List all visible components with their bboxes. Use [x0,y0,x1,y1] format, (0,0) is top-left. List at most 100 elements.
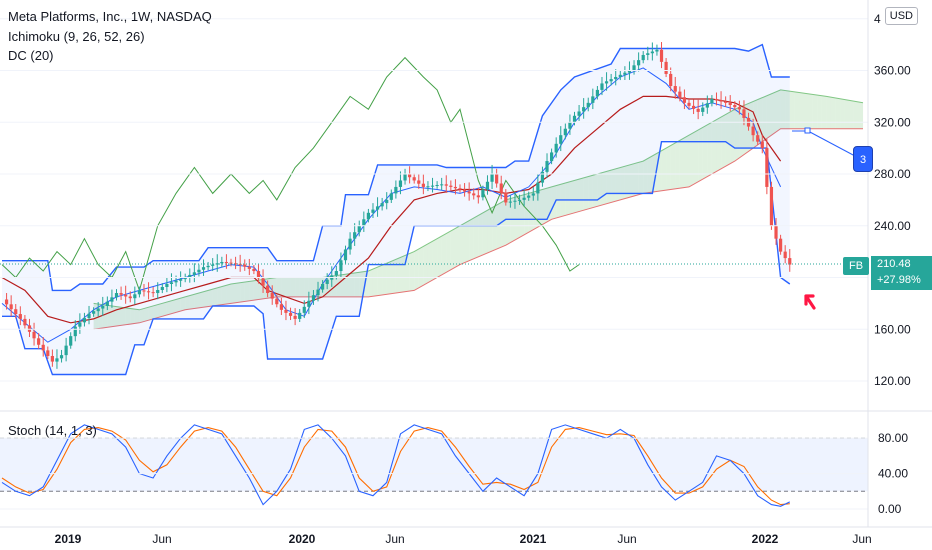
candle-body [499,183,503,193]
candle-body [421,183,425,187]
price-pane[interactable] [0,42,868,376]
ichimoku-cloud-segment [537,189,543,228]
candle-body [357,225,361,233]
ichimoku-cloud-segment [638,161,644,195]
candle-body [46,350,50,356]
candle-body [774,225,778,239]
ichimoku-cloud-segment [185,295,190,310]
ichimoku-cloud-segment [482,210,488,255]
candle-body [389,193,393,200]
donchian-fill [2,44,790,375]
candle-body [637,60,641,66]
candle-body [618,74,622,77]
candle-body [192,272,196,275]
candle-body [531,193,535,196]
ichimoku-cloud-segment [102,304,108,328]
candle-body [472,193,476,196]
candle-body [92,311,96,314]
ichimoku-cloud-segment [304,277,309,297]
ichimoku-cloud-segment [441,233,447,275]
candle-body [495,174,499,184]
stoch-tick-label: 80.00 [878,431,908,445]
candle-body [701,107,705,112]
ichimoku-cloud-segment [350,272,355,297]
ichimoku-cloud-segment [716,117,722,172]
ichimoku-cloud-segment [240,282,245,303]
ichimoku-cloud-segment [551,185,557,220]
candle-body [485,181,490,190]
candle-body [119,293,123,295]
ichimoku-cloud-segment [153,304,158,319]
ichimoku-cloud-segment [345,273,351,297]
candle-body [394,186,398,194]
candle-body [220,261,224,264]
candle-body [563,128,567,136]
ichimoku-cloud-segment [492,205,497,251]
ichimoku-cloud-segment [730,109,735,164]
candle-body [101,305,105,309]
candle-body [298,312,302,319]
candle-body [197,269,201,273]
stochastic-legend[interactable]: Stoch (14, 1, 3) [8,423,97,438]
ichimoku-cloud-segment [148,305,154,321]
ichimoku-cloud-segment [432,238,438,281]
chart-title[interactable]: Meta Platforms, Inc., 1W, NASDAQ [8,9,212,24]
ichimoku-cloud-segment [253,280,259,301]
candle-body [788,258,792,265]
ichimoku-cloud-segment [624,164,630,199]
ichimoku-cloud-segment [666,145,671,191]
time-tick-label: Jun [152,532,171,546]
candle-body [14,309,18,315]
candle-body [110,297,114,302]
ichimoku-cloud-segment [414,249,419,291]
stoch-tick-label: 40.00 [878,467,908,481]
ichimoku-cloud-segment [244,281,250,302]
candle-body [288,312,293,316]
candle-body [69,336,73,346]
ichimoku-cloud-segment [556,184,561,218]
ichimoku-cloud-segment [629,163,635,198]
ichimoku-cloud-segment [107,305,112,328]
candle-body [124,294,128,297]
candle-body [508,201,512,203]
ichimoku-cloud-segment [812,94,818,129]
currency-button[interactable]: USD [884,7,918,25]
ichimoku-cloud-segment [116,306,122,327]
candle-body [398,180,403,187]
candle-body [183,277,187,280]
ichimoku-legend[interactable]: Ichimoku (9, 26, 52, 26) [8,29,145,44]
candle-body [133,294,137,299]
ichimoku-cloud-segment [194,293,199,309]
ichimoku-cloud-segment [308,277,314,297]
candle-body [261,278,265,286]
candle-body [408,174,412,178]
candle-body [449,185,453,187]
candle-body [59,355,64,359]
candle-body [504,192,508,203]
time-tick-label: 2019 [55,532,82,546]
ichimoku-cloud-segment [766,93,772,139]
ichimoku-cloud-segment [382,263,387,295]
candle-body [572,115,577,123]
candle-body [266,285,270,294]
candle-body [724,101,728,103]
candle-body [23,318,27,326]
candle-body [362,219,366,226]
candle-body [554,143,558,153]
candle-body [27,325,32,332]
candle-body [105,301,109,306]
stochastic-pane[interactable] [0,424,868,507]
candle-body [632,65,636,71]
candle-body [339,260,343,272]
last-price: 210.48 [877,258,911,270]
ichimoku-cloud-segment [528,192,534,233]
candle-body [371,209,375,213]
ichimoku-cloud-segment [235,282,241,303]
ichimoku-cloud-segment [455,225,460,268]
drawing-label[interactable]: 3 [853,146,873,172]
candle-body [179,279,183,281]
donchian-legend[interactable]: DC (20) [8,48,54,63]
ichimoku-cloud-segment [858,102,864,129]
candle-body [353,232,357,239]
